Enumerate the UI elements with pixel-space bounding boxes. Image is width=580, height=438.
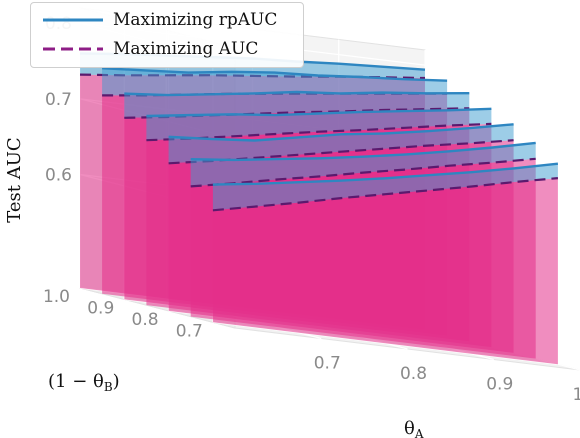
legend-swatch-auc [43, 47, 103, 51]
legend: Maximizing rpAUC Maximizing AUC [30, 2, 304, 68]
slice-0.7 [212, 162, 559, 365]
gap-fill [124, 91, 470, 118]
y-tick-label: 1.0 [43, 287, 70, 307]
rpauc-line [102, 67, 448, 82]
gap-fill [168, 124, 514, 164]
legend-label-auc: Maximizing AUC [113, 39, 259, 59]
auc-line [190, 157, 536, 188]
gap-fill [190, 142, 536, 187]
z-tick-label: 0.6 [45, 165, 72, 185]
x-tick-label: 0.9 [486, 375, 513, 395]
rpauc-line [146, 107, 492, 118]
y-tick-label: 0.8 [132, 310, 159, 330]
rpauc-line [168, 123, 514, 142]
gap-fill [102, 68, 448, 96]
data-slices [79, 52, 559, 365]
y-tick-label: 0.7 [176, 321, 203, 341]
legend-label-rpauc: Maximizing rpAUC [113, 10, 278, 30]
auc-fill [212, 178, 558, 365]
gap-fill [146, 108, 492, 141]
gap-fill [212, 163, 558, 211]
rpauc-line [124, 90, 470, 97]
legend-item-auc: Maximizing AUC [41, 35, 258, 63]
z-axis-label: Test AUC [4, 137, 25, 222]
legend-item-rpauc: Maximizing rpAUC [41, 6, 277, 34]
x-axis-label: θA [404, 418, 424, 438]
y-tick-label: 0.9 [87, 298, 114, 318]
x-tick-label: 0.8 [400, 364, 427, 384]
y-axis-label: (1 − θB) [48, 371, 120, 394]
x-tick-label: 0.7 [314, 354, 341, 374]
rpauc-line [212, 162, 559, 186]
rpauc-line [190, 141, 536, 162]
z-tick-label: 0.7 [45, 90, 72, 110]
x-tick-label: 1.0 [572, 385, 580, 405]
auc-line [212, 177, 558, 212]
legend-swatch-rpauc [43, 18, 103, 22]
